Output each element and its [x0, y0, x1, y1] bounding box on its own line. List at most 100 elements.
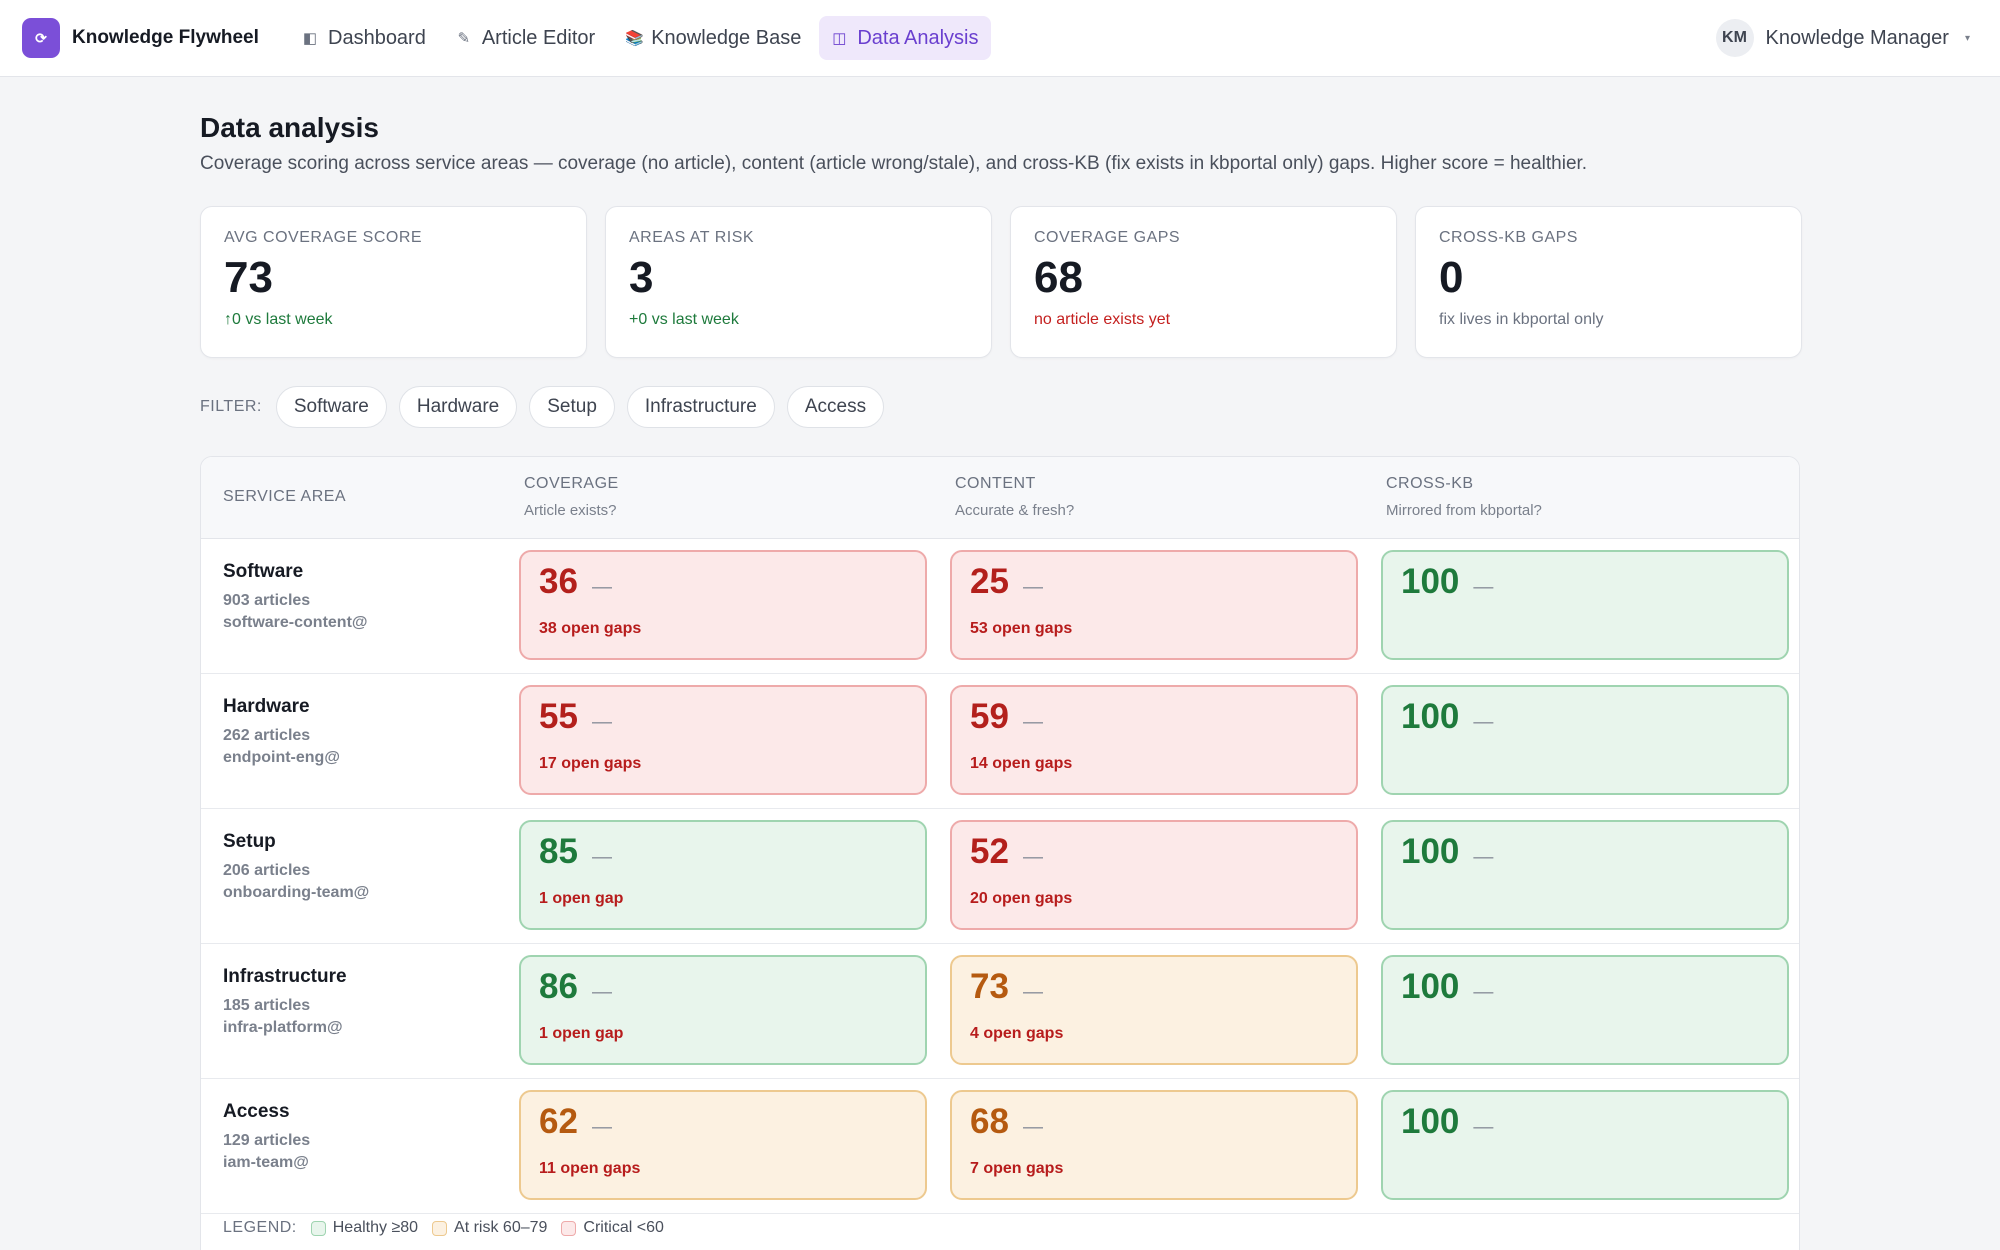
filter-chip-infrastructure[interactable]: Infrastructure — [626, 386, 775, 428]
legend-item-label: Critical <60 — [583, 1219, 664, 1236]
open-gaps: 53 open gaps — [970, 620, 1073, 637]
header-cross-kb: CROSS-KB Mirrored from kbportal? — [1386, 475, 1542, 519]
stat-label: AREAS AT RISK — [629, 229, 755, 246]
score-line: 85 — — [539, 832, 907, 872]
header-title: SERVICE AREA — [223, 488, 347, 505]
score-line: 86 — — [539, 967, 907, 1007]
table-row[interactable]: Access 129 articles iam-team@ 62 — 11 open ga… — [201, 1079, 1799, 1214]
stat-card-coverage-gaps: COVERAGE GAPS 68 no article exists yet — [1010, 206, 1397, 358]
score-value: 73 — [970, 967, 1009, 1006]
content-score-cell[interactable]: 68 — 7 open gaps — [950, 1090, 1358, 1200]
area-name: Access — [223, 1101, 290, 1122]
open-gaps: 1 open gap — [539, 890, 624, 907]
open-gaps: 11 open gaps — [539, 1160, 641, 1177]
open-gaps: 14 open gaps — [970, 755, 1073, 772]
filter-chip-software[interactable]: Software — [275, 386, 387, 428]
user-menu[interactable]: KM Knowledge Manager ▾ — [1715, 19, 1970, 57]
score-value: 36 — [539, 562, 578, 601]
header-title: CROSS-KB — [1386, 475, 1474, 492]
stat-label: CROSS-KB GAPS — [1439, 229, 1578, 246]
owner-email: software-content@ — [223, 614, 368, 631]
coverage-score-cell[interactable]: 36 — 38 open gaps — [519, 550, 927, 660]
header-title: COVERAGE — [524, 475, 619, 492]
crosskb-score-cell[interactable]: 100 — — [1381, 1090, 1789, 1200]
filter-label: FILTER: — [200, 398, 262, 415]
crosskb-score-cell[interactable]: 100 — — [1381, 550, 1789, 660]
columns-icon: ◫ — [832, 30, 847, 47]
trend-indicator: — — [1022, 576, 1043, 598]
score-value: 52 — [970, 832, 1009, 871]
table-header: SERVICE AREA COVERAGE Article exists? CO… — [201, 457, 1799, 539]
header-subtitle: Accurate & fresh? — [955, 502, 1075, 519]
crosskb-score-cell[interactable]: 100 — — [1381, 820, 1789, 930]
score-line: 62 — — [539, 1102, 907, 1142]
crosskb-score-cell[interactable]: 100 — — [1381, 955, 1789, 1065]
brand[interactable]: ⟳ Knowledge Flywheel — [22, 18, 259, 58]
nav-label: Knowledge Base — [651, 26, 802, 49]
books-icon: 📚 — [625, 30, 644, 47]
stat-card-cross-kb-gaps: CROSS-KB GAPS 0 fix lives in kbportal on… — [1415, 206, 1802, 358]
score-line: 55 — — [539, 697, 907, 737]
user-name: Knowledge Manager — [1765, 26, 1949, 49]
at-risk-swatch — [432, 1220, 448, 1236]
score-value: 59 — [970, 697, 1009, 736]
content-score-cell[interactable]: 73 — 4 open gaps — [950, 955, 1358, 1065]
main-nav: ◧ Dashboard ✎ Article Editor 📚 Knowledge… — [290, 16, 991, 60]
nav-dashboard[interactable]: ◧ Dashboard — [290, 16, 438, 60]
stat-note: fix lives in kbportal only — [1439, 311, 1604, 329]
service-area: Access 129 articles iam-team@ — [223, 1101, 310, 1174]
stat-card-areas-at-risk: AREAS AT RISK 3 +0 vs last week — [605, 206, 992, 358]
coverage-score-cell[interactable]: 62 — 11 open gaps — [519, 1090, 927, 1200]
score-line: 59 — — [970, 697, 1338, 737]
service-area: Hardware 262 articles endpoint-eng@ — [223, 696, 340, 769]
owner-email: onboarding-team@ — [223, 884, 370, 901]
refresh-cycle-icon: ⟳ — [22, 18, 60, 58]
stat-value: 68 — [1034, 253, 1083, 302]
filter-chip-hardware[interactable]: Hardware — [398, 386, 518, 428]
score-line: 100 — — [1401, 1102, 1769, 1142]
pencil-icon: ✎ — [457, 30, 471, 47]
page-title: Data analysis — [200, 112, 379, 143]
area-name: Software — [223, 561, 304, 582]
score-value: 62 — [539, 1102, 578, 1141]
stat-value: 3 — [629, 253, 654, 302]
coverage-score-cell[interactable]: 86 — 1 open gap — [519, 955, 927, 1065]
coverage-score-cell[interactable]: 55 — 17 open gaps — [519, 685, 927, 795]
content-score-cell[interactable]: 59 — 14 open gaps — [950, 685, 1358, 795]
score-line: 100 — — [1401, 967, 1769, 1007]
score-value: 25 — [970, 562, 1009, 601]
nav-knowledge-base[interactable]: 📚 Knowledge Base — [613, 16, 813, 60]
article-count: 206 articles — [223, 862, 311, 879]
legend: LEGEND: Healthy ≥80 At risk 60–79 Critic… — [223, 1219, 664, 1237]
score-line: 100 — — [1401, 697, 1769, 737]
trend-indicator: — — [1473, 711, 1494, 733]
open-gaps: 4 open gaps — [970, 1025, 1064, 1042]
filter-chip-access[interactable]: Access — [786, 386, 885, 428]
nav-label: Data Analysis — [857, 26, 979, 49]
table-row[interactable]: Setup 206 articles onboarding-team@ 85 — 1 op… — [201, 809, 1799, 944]
nav-data-analysis[interactable]: ◫ Data Analysis — [819, 16, 991, 60]
score-value: 100 — [1401, 1102, 1460, 1141]
legend-label: LEGEND: — [223, 1219, 297, 1236]
open-gaps: 1 open gap — [539, 1025, 624, 1042]
table-row[interactable]: Hardware 262 articles endpoint-eng@ 55 — 17 o… — [201, 674, 1799, 809]
score-line: 73 — — [970, 967, 1338, 1007]
score-value: 100 — [1401, 562, 1460, 601]
score-value: 100 — [1401, 832, 1460, 871]
nav-article-editor[interactable]: ✎ Article Editor — [444, 16, 607, 60]
table-row[interactable]: Software 903 articles software-content@ 36 —… — [201, 539, 1799, 674]
trend-indicator: — — [1473, 1116, 1494, 1138]
trend-indicator: — — [1022, 846, 1043, 868]
table-body: Software 903 articles software-content@ 36 —… — [201, 539, 1799, 1214]
coverage-score-cell[interactable]: 85 — 1 open gap — [519, 820, 927, 930]
open-gaps: 17 open gaps — [539, 755, 642, 772]
content-score-cell[interactable]: 52 — 20 open gaps — [950, 820, 1358, 930]
stat-note: no article exists yet — [1034, 311, 1171, 329]
stat-cards: AVG COVERAGE SCORE 73 ↑0 vs last week AR… — [200, 206, 1802, 358]
header-subtitle: Mirrored from kbportal? — [1386, 502, 1542, 519]
header-title: CONTENT — [955, 475, 1036, 492]
table-row[interactable]: Infrastructure 185 articles infra-platform… — [201, 944, 1799, 1079]
content-score-cell[interactable]: 25 — 53 open gaps — [950, 550, 1358, 660]
crosskb-score-cell[interactable]: 100 — — [1381, 685, 1789, 795]
filter-chip-setup[interactable]: Setup — [529, 386, 615, 428]
